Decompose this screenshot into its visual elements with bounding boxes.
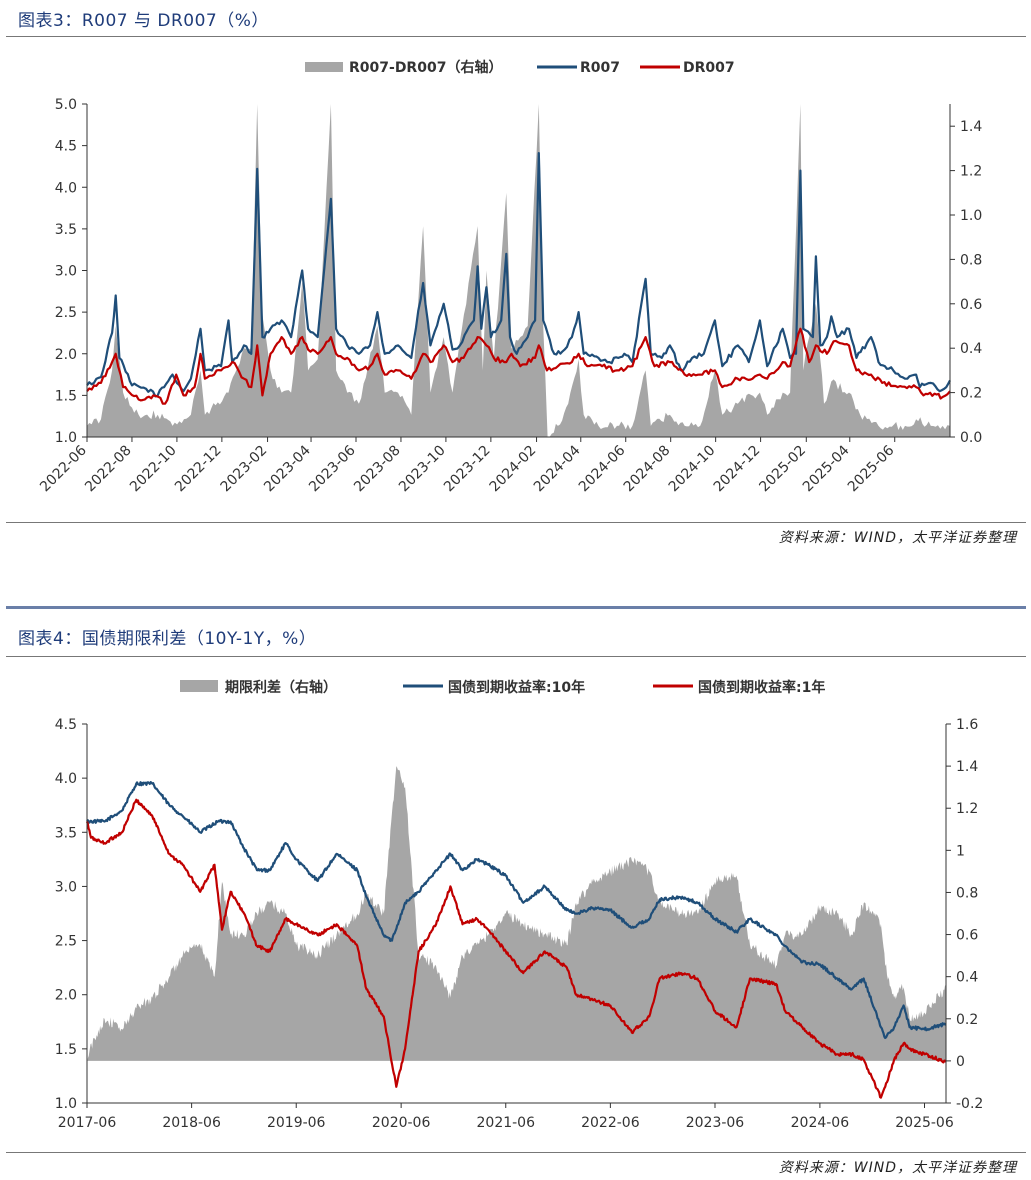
x-tick-label: 2025-06 [845,442,898,495]
right-tick-label: 0.6 [960,297,982,313]
x-tick-label: 2018-06 [162,1115,221,1131]
left-tick-label: 1.5 [55,388,77,404]
chart2-title: 图表4：国债期限利差（10Y-1Y，%） [18,629,317,649]
x-tick-label: 2024-06 [791,1115,850,1131]
series-line-secondary [85,798,947,1099]
legend-10y-label: 国债到期收益率:10年 [448,679,585,696]
legend-1y-label: 国债到期收益率:1年 [698,679,825,696]
legend-dr007-label: DR007 [683,60,735,76]
x-tick-label: 2024-08 [621,443,674,496]
right-tick-label: 0.4 [956,970,978,986]
chart2-legend: 期限利差（右轴） 国债到期收益率:10年 国债到期收益率:1年 [180,679,825,696]
left-tick-label: 4.5 [55,139,77,155]
left-tick-label: 4.0 [55,771,77,787]
right-tick-label: 0.4 [960,341,982,357]
left-tick-label: 2.5 [55,305,77,321]
left-tick-label: 3.0 [55,879,77,895]
chart1-title: 图表3：R007 与 DR007（%） [18,11,269,31]
left-tick-label: 2.0 [55,988,77,1004]
spread-area [87,766,946,1066]
spread-area [87,104,950,437]
x-tick-label: 2019-06 [267,1115,326,1131]
x-tick-label: 2022-10 [127,443,180,496]
chart2-bottom-rule [6,1152,1026,1153]
x-tick-label: 2024-12 [711,443,764,496]
right-tick-label: 0.8 [956,885,978,901]
x-tick-label: 2023-06 [686,1115,745,1131]
x-tick-label: 2024-06 [576,442,629,495]
x-tick-label: 2025-02 [756,443,809,496]
chart1-legend: R007-DR007（右轴） R007 DR007 [305,59,735,76]
chart1-source: 资料来源：WIND，太平洋证券整理 [778,530,1017,546]
x-tick-label: 2023-08 [351,443,404,496]
chart2-axes: 1.0 1.5 2.0 2.5 3.0 3.5 4.0 4.5 -0.2 0 0.2 0.4 0.6 0.… [55,717,984,1131]
chart1-spread-area-group [87,104,950,437]
left-tick-label: 1.5 [55,1042,77,1058]
right-tick-label: 1.6 [956,717,978,733]
legend-spread-swatch [305,62,343,72]
x-tick-label: 2022-06 [581,1115,640,1131]
chart1-bottom-rule [6,522,1026,523]
x-tick-label: 2025-06 [895,1115,954,1131]
left-tick-label: 3.0 [55,264,77,280]
left-tick-label: 3.5 [55,222,77,238]
left-tick-label: 2.5 [55,934,77,950]
right-tick-label: 0.0 [960,430,982,446]
left-tick-label: 4.0 [55,180,77,196]
left-tick-label: 4.5 [55,717,77,733]
chart2-lines-group [85,781,947,1099]
x-tick-label: 2020-06 [372,1115,431,1131]
right-tick-label: 1.4 [956,759,978,775]
right-tick-label: -0.2 [956,1096,983,1112]
left-tick-label: 1.0 [55,430,77,446]
series-line-primary [86,152,951,398]
x-tick-label: 2022-08 [82,443,135,496]
x-tick-label: 2024-02 [487,443,540,496]
right-tick-label: 0.2 [956,1012,978,1028]
right-tick-label: 1.0 [960,208,982,224]
chart2-top-rule [6,606,1026,609]
legend-spread-label: R007-DR007（右轴） [349,59,502,76]
x-tick-label: 2022-12 [172,443,225,496]
x-tick-label: 2023-04 [261,442,314,495]
series-line-secondary [86,327,951,405]
left-tick-label: 2.0 [55,347,77,363]
x-tick-label: 2023-02 [218,443,271,496]
chart1-lines-group [86,152,951,405]
legend-r007-label: R007 [580,60,620,76]
x-tick-label: 2023-06 [306,442,359,495]
right-tick-label: 0.6 [956,928,978,944]
chart2-svg: 期限利差（右轴） 国债到期收益率:10年 国债到期收益率:1年 1.0 1.5 2.… [55,679,984,1131]
x-tick-label: 2024-04 [531,442,584,495]
right-tick-label: 0 [956,1054,965,1070]
legend-term-spread-swatch [180,680,218,692]
right-tick-label: 1 [956,843,965,859]
right-tick-label: 1.2 [960,164,982,180]
chart1-svg: R007-DR007（右轴） R007 DR007 1.0 1.5 2.0 2.5 3.… [37,59,982,496]
x-tick-label: 2022-06 [37,442,90,495]
series-line-primary [86,781,947,1040]
x-tick-label: 2017-06 [58,1115,117,1131]
chart2-spread-area-group [87,766,946,1066]
chart2-source: 资料来源：WIND，太平洋证券整理 [778,1160,1017,1176]
left-tick-label: 1.0 [55,1096,77,1112]
left-tick-label: 5.0 [55,97,77,113]
x-tick-label: 2023-12 [441,443,494,496]
right-tick-label: 1.2 [956,801,978,817]
left-tick-label: 3.5 [55,825,77,841]
x-tick-label: 2025-04 [800,442,853,495]
legend-term-spread-label: 期限利差（右轴） [225,679,337,696]
x-tick-label: 2021-06 [477,1115,536,1131]
right-tick-label: 0.8 [960,252,982,268]
right-tick-label: 1.4 [960,119,982,135]
x-tick-label: 2024-10 [666,443,719,496]
right-tick-label: 0.2 [960,386,982,402]
x-tick-label: 2023-10 [396,443,449,496]
chart2-title-rule [6,656,1026,657]
chart1-title-rule [6,36,1026,37]
